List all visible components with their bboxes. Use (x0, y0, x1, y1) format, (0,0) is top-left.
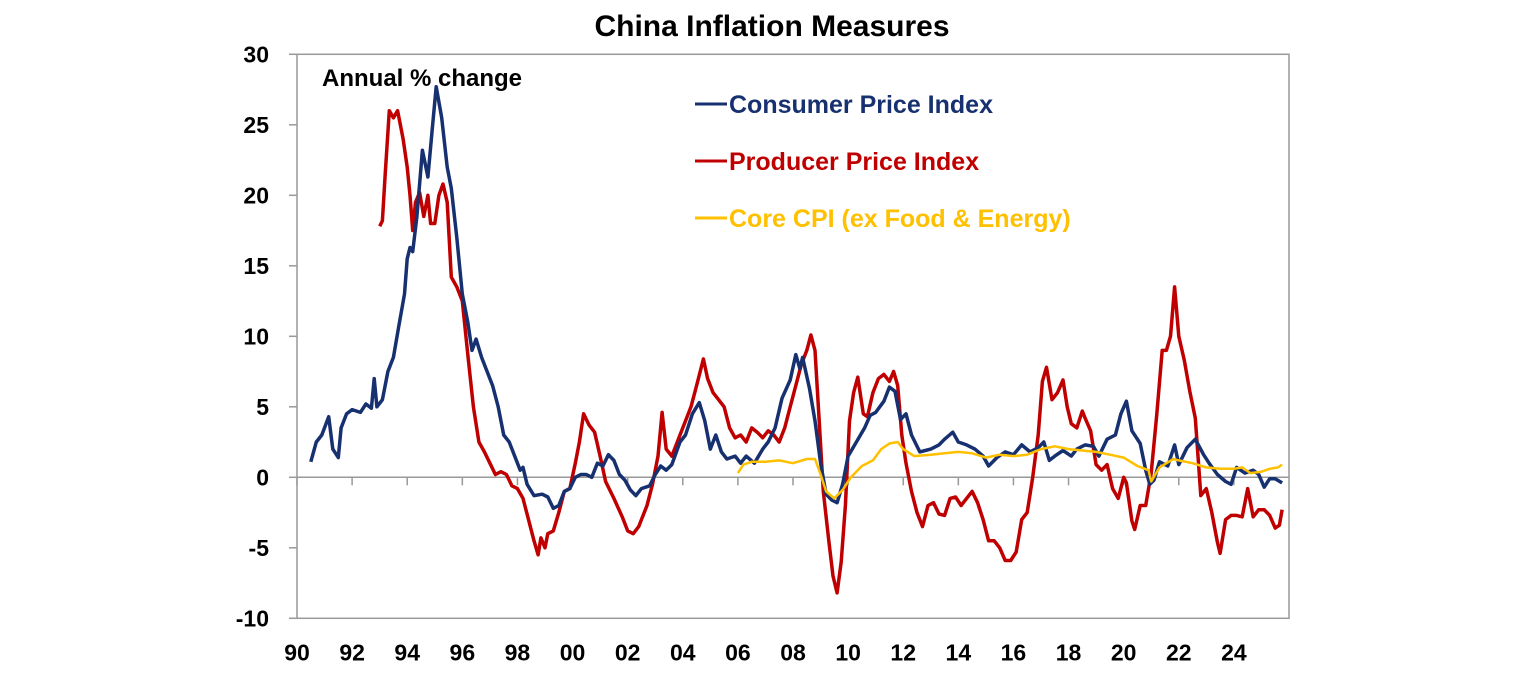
x-tick-label: 16 (1001, 639, 1027, 665)
series-lines (309, 84, 1284, 595)
y-tick-label: 0 (256, 464, 269, 490)
x-tick-label: 02 (615, 639, 641, 665)
x-tick-label: 96 (450, 639, 476, 665)
y-tick-label: 20 (243, 182, 269, 208)
legend-label: Producer Price Index (729, 148, 979, 176)
y-tick-label: -5 (249, 535, 270, 561)
series-line-core-cpi-ex-food-energy (736, 440, 1283, 500)
legend-label: Core CPI (ex Food & Energy) (729, 205, 1071, 233)
x-tick-label: 92 (339, 639, 365, 665)
x-tick-label: 94 (394, 639, 420, 665)
y-tick-label: 25 (243, 112, 269, 138)
x-tick-label: 08 (780, 639, 806, 665)
x-tick-label: 24 (1221, 639, 1247, 665)
x-tick-label: 98 (505, 639, 531, 665)
series-line-producer-price-index (378, 108, 1284, 595)
series-line-consumer-price-index (309, 84, 1284, 511)
x-tick-label: 04 (670, 639, 696, 665)
x-tick-label: 90 (284, 639, 310, 665)
y-tick-label: -10 (236, 605, 269, 631)
legend-label: Consumer Price Index (729, 91, 993, 119)
legend: Consumer Price Index Producer Price Index… (695, 91, 1071, 233)
x-tick-label: 10 (835, 639, 861, 665)
x-tick-label: 00 (560, 639, 586, 665)
x-tick-label: 20 (1111, 639, 1137, 665)
y-unit-annotation: Annual % change (322, 65, 522, 92)
x-tick-label: 18 (1056, 639, 1082, 665)
chart-title: China Inflation Measures (594, 10, 949, 43)
x-tick-label: 12 (890, 639, 916, 665)
x-tick-label: 14 (946, 639, 972, 665)
y-tick-label: 30 (243, 41, 269, 67)
x-tick-label: 22 (1166, 639, 1192, 665)
x-tick-label: 06 (725, 639, 751, 665)
y-tick-label: 15 (243, 253, 269, 279)
y-tick-label: 5 (256, 394, 269, 420)
y-tick-label: 10 (243, 323, 269, 349)
